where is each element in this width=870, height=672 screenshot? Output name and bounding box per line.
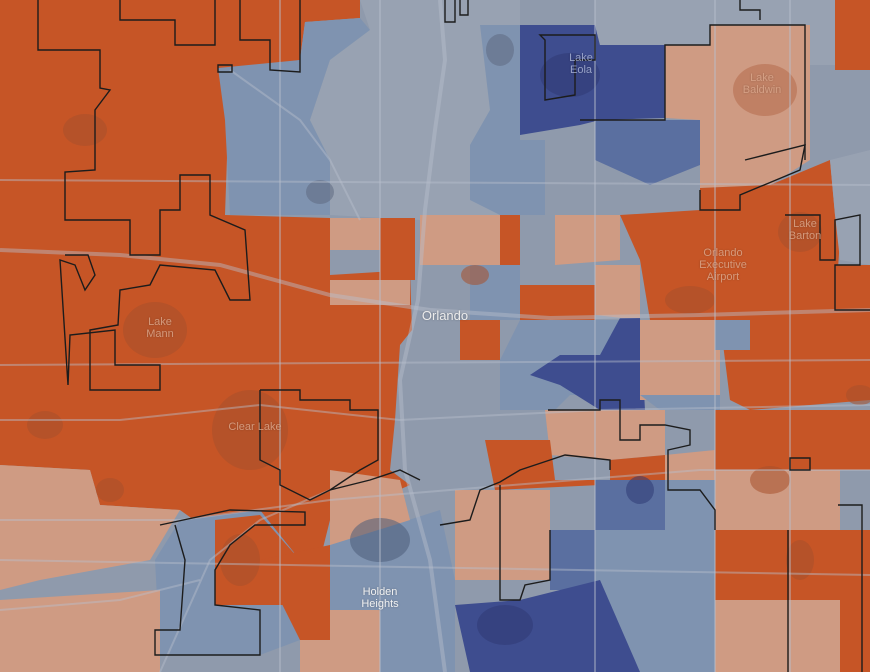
label-lake-eola: Lake Eola — [569, 52, 593, 76]
lake-airport-water — [665, 286, 715, 314]
lake-w-water — [27, 411, 63, 439]
lake-eola-water — [540, 53, 600, 97]
boundary-clear-lake — [259, 389, 379, 501]
district-south-blue-4 — [600, 580, 715, 672]
boundary-se — [548, 399, 716, 530]
lake-e-water — [846, 385, 870, 405]
lake-barton-water — [778, 212, 822, 252]
lake-baldwin-water — [733, 64, 797, 116]
clear-lake-water — [212, 390, 288, 470]
district-se-light — [715, 600, 840, 672]
label-lake-baldwin: Lake Baldwin — [742, 72, 782, 96]
district-east-light — [640, 320, 720, 400]
district-south-strong-blue — [455, 580, 640, 672]
district-southwest-light — [0, 590, 160, 672]
district-east-blue-strip — [715, 320, 750, 350]
city-limits — [37, 0, 870, 672]
interstate-4 — [397, 0, 448, 672]
lake-s2-water — [626, 476, 654, 504]
highway-408 — [0, 248, 870, 321]
district-east-red-2 — [715, 530, 790, 600]
district-central-red-4 — [460, 320, 500, 360]
district-central-light — [330, 218, 380, 250]
label-lake-barton: Lake Barton — [788, 218, 822, 242]
lake-se2-water — [786, 540, 814, 580]
district-northwest-blue — [218, 18, 370, 215]
district-central-red-2 — [500, 215, 520, 265]
district-east-blue — [640, 395, 720, 410]
lake-mann-water — [123, 302, 187, 358]
district-south-central-red — [485, 440, 665, 490]
district-downtown — [310, 0, 520, 220]
district-west-downtown-light — [330, 280, 410, 305]
lake-nw2-water — [306, 180, 334, 204]
district-south-light — [455, 490, 550, 580]
boundary-ne — [580, 24, 806, 160]
boundary-s-2 — [499, 485, 551, 601]
district-southwest — [0, 465, 180, 590]
lake-s-water — [477, 605, 533, 645]
boundary-se-3 — [838, 504, 863, 672]
road-e — [0, 579, 201, 611]
label-clear-lake: Clear Lake — [228, 421, 282, 433]
road-a — [229, 69, 361, 221]
boundary-nw-3 — [217, 64, 233, 73]
lake-hh-water — [350, 518, 410, 562]
lake-se-water — [750, 466, 790, 494]
district-central-red-1 — [380, 218, 415, 280]
lake-n-water — [486, 34, 514, 66]
boundary-sw — [154, 509, 306, 656]
boundary-northwest — [119, 0, 216, 46]
boundary-nw-2 — [239, 0, 301, 73]
boundary-lake-eola — [538, 34, 596, 101]
lakes — [27, 34, 870, 645]
district-south-blue-3 — [550, 530, 595, 590]
road-b — [0, 403, 870, 422]
boundary-nw-5 — [459, 0, 469, 16]
boundary-sw-2 — [329, 469, 421, 491]
road-c — [0, 469, 870, 521]
lake-sw-water — [220, 534, 260, 586]
district-south-red-2 — [260, 545, 330, 640]
district-se-strong-blue — [530, 318, 645, 410]
district-west — [0, 0, 412, 600]
district-north-blue — [470, 25, 545, 215]
district-east-light-mid — [715, 470, 840, 530]
road-j — [0, 359, 870, 366]
boundary-baldwin — [699, 144, 806, 211]
boundary-s-central — [439, 454, 611, 526]
label-holden-heights: Holden Heights — [361, 586, 399, 610]
boundary-se-5 — [739, 0, 761, 20]
boundary-e — [785, 214, 870, 311]
boundary-nw-4 — [444, 0, 456, 23]
road-k — [0, 559, 870, 576]
label-airport: Orlando Executive Airport — [699, 247, 747, 283]
lake-w2-water — [96, 478, 124, 502]
district-central-light-3 — [555, 215, 620, 265]
district-south-central-light — [545, 410, 665, 460]
boundary-north — [37, 0, 251, 391]
boundary-se-2 — [789, 457, 811, 471]
district-northeast-blue — [595, 120, 700, 185]
lake-nw-water — [63, 114, 107, 146]
district-far-ne — [835, 0, 870, 70]
label-orlando: Orlando — [421, 308, 469, 323]
district-central-light-2 — [420, 215, 500, 265]
district-central-red-3 — [520, 285, 595, 320]
district-central-light-4 — [595, 265, 640, 320]
road-i — [0, 179, 870, 186]
road-d — [159, 489, 331, 672]
district-east-strip — [835, 265, 870, 310]
lake-c-water — [461, 265, 489, 285]
label-lake-mann: Lake Mann — [146, 316, 174, 340]
